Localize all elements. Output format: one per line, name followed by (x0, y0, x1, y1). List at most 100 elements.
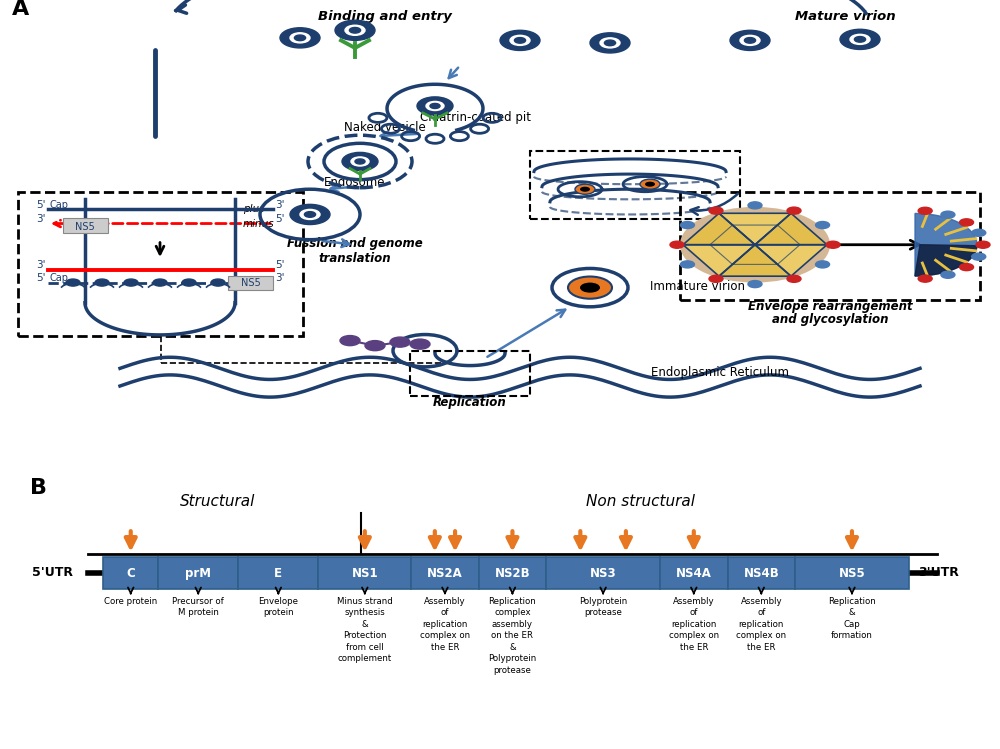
Circle shape (280, 28, 320, 48)
Text: Naked vesicle: Naked vesicle (344, 121, 426, 134)
Circle shape (294, 35, 306, 40)
Text: 3': 3' (275, 273, 285, 283)
Text: minus: minus (243, 219, 275, 228)
Circle shape (390, 337, 410, 347)
Polygon shape (755, 213, 827, 245)
Text: Replication: Replication (433, 396, 507, 409)
Text: Fussion and genome: Fussion and genome (287, 237, 423, 250)
Circle shape (840, 29, 880, 49)
Bar (795, 557, 909, 589)
Circle shape (854, 37, 866, 42)
Text: Replication
&
Cap
formation: Replication & Cap formation (828, 597, 876, 640)
Circle shape (680, 222, 694, 228)
Circle shape (345, 25, 365, 35)
Circle shape (410, 339, 430, 349)
Circle shape (960, 219, 974, 226)
Text: 5': 5' (275, 261, 285, 270)
Text: B: B (30, 478, 47, 498)
Bar (728, 557, 795, 589)
Circle shape (709, 276, 723, 282)
Circle shape (748, 201, 762, 209)
Circle shape (500, 30, 540, 50)
Circle shape (355, 159, 365, 164)
Circle shape (787, 207, 801, 214)
Circle shape (124, 279, 138, 286)
Circle shape (340, 336, 360, 345)
Circle shape (730, 30, 770, 50)
Text: 3': 3' (36, 261, 46, 270)
Circle shape (426, 101, 444, 111)
Circle shape (300, 210, 320, 219)
Circle shape (826, 241, 840, 248)
Text: 5': 5' (36, 273, 46, 283)
Text: NS2B: NS2B (495, 567, 530, 580)
Text: C: C (126, 567, 135, 580)
Circle shape (430, 103, 440, 109)
Bar (238, 557, 318, 589)
Circle shape (342, 152, 378, 171)
Circle shape (211, 279, 225, 286)
Circle shape (182, 279, 196, 286)
Polygon shape (683, 213, 755, 245)
Text: Minus strand
synthesis
&
Protection
from cell
complement: Minus strand synthesis & Protection from… (337, 597, 393, 663)
Circle shape (787, 276, 801, 282)
Text: Envelope
protein: Envelope protein (258, 597, 298, 617)
Text: E: E (274, 567, 282, 580)
Text: Assembly
of
replication
complex on
the ER: Assembly of replication complex on the E… (420, 597, 470, 652)
Circle shape (95, 279, 109, 286)
Text: plus: plus (243, 204, 264, 214)
Text: Polyprotein
protease: Polyprotein protease (579, 597, 627, 617)
Text: Replication
complex
assembly
on the ER
&
Polyprotein
protease: Replication complex assembly on the ER &… (488, 597, 537, 675)
Bar (318, 557, 411, 589)
Circle shape (335, 20, 375, 40)
Circle shape (680, 207, 830, 282)
Circle shape (740, 35, 760, 46)
Text: Assembly
of
replication
complex on
the ER: Assembly of replication complex on the E… (669, 597, 719, 652)
Polygon shape (719, 213, 791, 245)
Polygon shape (719, 245, 791, 276)
Text: Precursor of
M protein: Precursor of M protein (172, 597, 224, 617)
Text: A: A (12, 0, 29, 19)
Circle shape (748, 281, 762, 288)
Polygon shape (683, 245, 755, 276)
Bar (479, 557, 546, 589)
Circle shape (972, 253, 986, 260)
Circle shape (645, 182, 655, 187)
Circle shape (66, 279, 80, 286)
Circle shape (709, 207, 723, 214)
Text: prM: prM (185, 567, 211, 580)
Circle shape (850, 34, 870, 44)
Circle shape (918, 275, 932, 282)
Polygon shape (915, 213, 977, 276)
Text: Cap: Cap (50, 200, 69, 210)
Bar (158, 557, 238, 589)
Text: Structural: Structural (180, 494, 256, 509)
Circle shape (351, 157, 369, 166)
Text: NS4B: NS4B (743, 567, 779, 580)
Text: NS5: NS5 (241, 278, 261, 288)
Circle shape (941, 271, 955, 279)
Polygon shape (755, 245, 827, 276)
Text: Non structural: Non structural (586, 494, 696, 509)
Text: Immature virion: Immature virion (650, 280, 745, 293)
Text: NS2A: NS2A (427, 567, 463, 580)
Circle shape (365, 341, 385, 351)
Circle shape (514, 37, 526, 43)
Circle shape (580, 282, 600, 293)
Text: 3': 3' (36, 214, 46, 224)
Text: NS5: NS5 (75, 222, 95, 231)
Circle shape (816, 222, 830, 228)
Circle shape (640, 179, 660, 189)
Circle shape (290, 33, 310, 43)
Circle shape (744, 37, 756, 43)
Circle shape (510, 35, 530, 46)
Circle shape (349, 28, 361, 33)
Text: translation: translation (319, 252, 391, 265)
Text: Cap: Cap (50, 273, 69, 283)
Text: Assembly
of
replication
complex on
the ER: Assembly of replication complex on the E… (736, 597, 786, 652)
Circle shape (680, 261, 694, 268)
Circle shape (590, 33, 630, 53)
Text: 3'UTR: 3'UTR (918, 566, 959, 579)
Circle shape (972, 229, 986, 237)
Text: NS1: NS1 (352, 567, 378, 580)
